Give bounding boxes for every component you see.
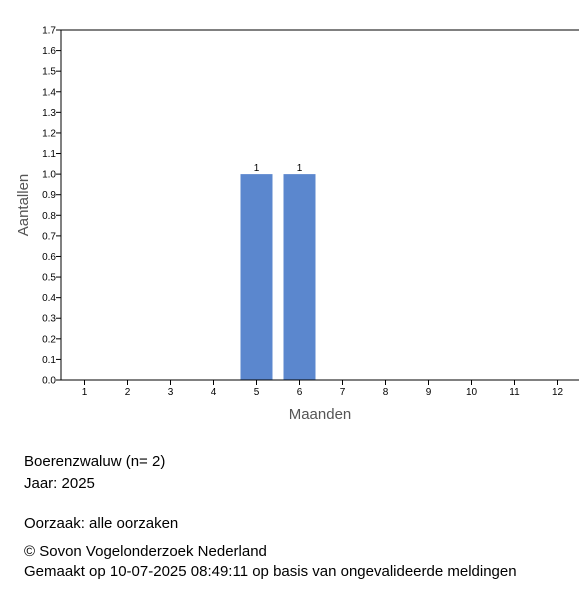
y-tick-label: 0.7 (42, 231, 56, 242)
x-tick-label: 7 (340, 387, 346, 398)
y-tick-label: 1.5 (42, 67, 56, 78)
y-tick-label: 1.4 (42, 87, 56, 98)
y-tick-label: 1.3 (42, 108, 56, 119)
x-tick-label: 9 (426, 387, 432, 398)
y-tick-label: 0.5 (42, 273, 56, 284)
y-tick-label: 0.8 (42, 211, 56, 222)
y-tick-label: 0.6 (42, 252, 56, 263)
x-tick-label: 2 (125, 387, 131, 398)
bar-chart: 0.0 0.1 0.2 0.3 0.4 0.5 0.6 0.7 0.8 0.9 1.0 1.1 1.2 1… (15, 26, 579, 423)
y-tick-label: 0.4 (42, 293, 56, 304)
x-tick-label: 5 (254, 387, 260, 398)
bar-month-6 (283, 174, 316, 380)
bar-value-label: 1 (297, 163, 303, 174)
x-tick-label: 6 (297, 387, 303, 398)
y-tick-label: 0.0 (42, 376, 56, 387)
y-tick-label: 0.9 (42, 190, 56, 201)
x-tick-label: 1 (82, 387, 88, 398)
year-label: Jaar: 2025 (24, 475, 95, 492)
y-tick-label: 1.2 (42, 128, 56, 139)
x-axis-title: Maanden (289, 406, 352, 423)
x-tick-label: 10 (466, 387, 478, 398)
y-axis-ticks: 0.0 0.1 0.2 0.3 0.4 0.5 0.6 0.7 0.8 0.9 1.0 1.1 1.2 1… (42, 26, 61, 387)
y-tick-label: 0.2 (42, 334, 56, 345)
x-axis-ticks: 1 2 3 4 5 6 7 8 9 10 11 12 (82, 380, 564, 398)
x-tick-label: 4 (211, 387, 217, 398)
copyright-text: © Sovon Vogelonderzoek Nederland (24, 543, 267, 560)
x-tick-label: 8 (383, 387, 389, 398)
cause-label: Oorzaak: alle oorzaken (24, 515, 179, 532)
x-tick-label: 12 (552, 387, 564, 398)
x-tick-label: 3 (168, 387, 174, 398)
species-count: Boerenzwaluw (n= 2) (24, 453, 166, 470)
bar-month-5 (240, 174, 273, 380)
generated-note: Gemaakt op 10-07-2025 08:49:11 op basis … (24, 563, 517, 580)
y-tick-label: 1.0 (42, 170, 56, 181)
y-tick-label: 1.1 (42, 149, 56, 160)
bar-value-label: 1 (254, 163, 260, 174)
y-tick-label: 1.6 (42, 46, 56, 57)
y-tick-label: 0.3 (42, 314, 56, 325)
y-tick-label: 0.1 (42, 355, 56, 366)
x-tick-label: 11 (509, 387, 520, 398)
y-tick-label: 1.7 (42, 26, 56, 37)
y-axis-title: Aantallen (15, 174, 32, 237)
